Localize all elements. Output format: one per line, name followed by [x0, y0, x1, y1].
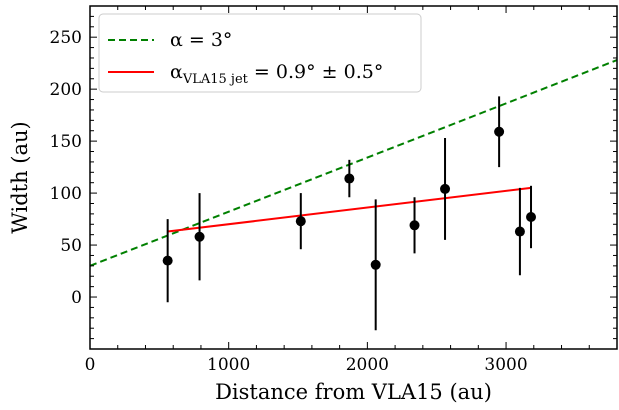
y-tick-label: 0 — [71, 288, 82, 308]
legend: α = 3° αVLA15 jet = 0.9° ± 0.5° — [98, 13, 422, 93]
y-tick-label: 100 — [50, 184, 82, 204]
legend-label-fit-main: α — [170, 61, 183, 83]
data-point-5 — [409, 220, 420, 231]
data-point-1 — [194, 231, 205, 242]
y-tick-label: 250 — [50, 28, 82, 48]
data-point-0 — [162, 255, 173, 266]
legend-box — [98, 13, 422, 93]
data-point-7 — [494, 126, 505, 137]
y-tick-label: 50 — [60, 236, 82, 256]
y-axis-label: Width (au) — [8, 121, 32, 233]
x-tick-label: 3000 — [484, 355, 527, 375]
data-point-2 — [295, 216, 306, 227]
fit-lines — [89, 59, 618, 267]
legend-label-fit-suffix: = 0.9° ± 0.5° — [248, 61, 383, 83]
x-axis-label: Distance from VLA15 (au) — [215, 380, 492, 404]
model-line — [89, 59, 618, 267]
data-point-9 — [526, 211, 537, 222]
plot-frame — [89, 5, 618, 350]
fit-line — [167, 186, 532, 233]
data-point-4 — [370, 259, 381, 270]
y-tick-label: 200 — [50, 80, 82, 100]
y-tick-label: 150 — [50, 132, 82, 152]
data-point-8 — [514, 226, 525, 237]
legend-label-fit: αVLA15 jet = 0.9° ± 0.5° — [170, 61, 383, 87]
x-tick-label: 2000 — [346, 355, 389, 375]
legend-label-model-main: α = 3° — [170, 29, 232, 51]
x-tick-label: 1000 — [207, 355, 250, 375]
legend-label-fit-subscript: VLA15 jet — [182, 72, 249, 87]
x-tick-label: 0 — [85, 355, 96, 375]
data-points — [162, 96, 537, 331]
data-point-3 — [344, 173, 355, 184]
legend-label-model: α = 3° — [170, 29, 232, 51]
data-point-6 — [440, 183, 451, 194]
